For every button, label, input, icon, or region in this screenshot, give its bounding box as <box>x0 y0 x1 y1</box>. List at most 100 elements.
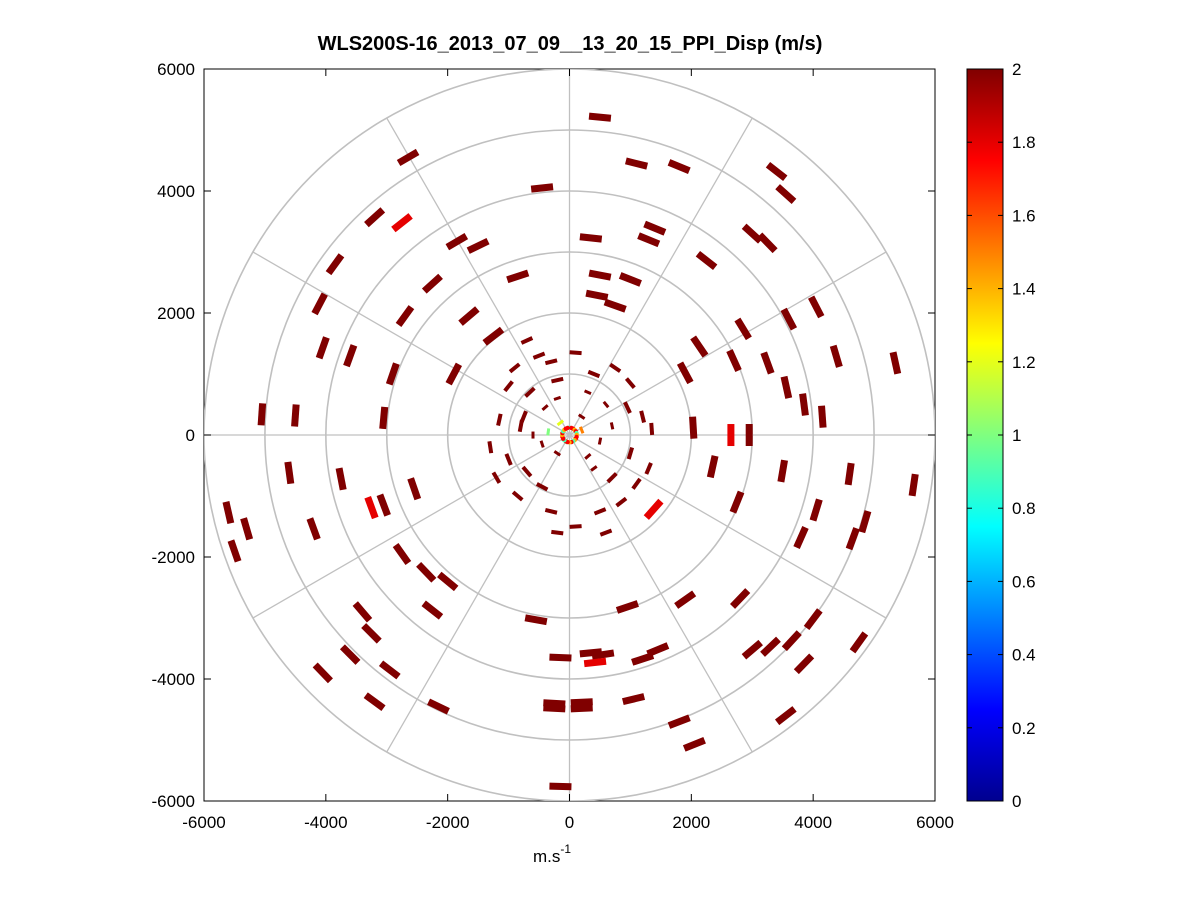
grid-spoke <box>252 251 570 436</box>
data-point <box>682 736 706 752</box>
data-point <box>291 404 300 427</box>
data-point <box>809 498 823 522</box>
data-point <box>845 527 860 551</box>
y-tick-label: 0 <box>186 426 195 445</box>
data-point <box>396 148 420 167</box>
data-point <box>531 431 535 439</box>
data-point <box>774 706 797 726</box>
data-point <box>503 380 514 393</box>
data-point <box>427 698 450 715</box>
data-point <box>625 157 649 170</box>
data-point <box>908 473 919 497</box>
data-point <box>757 232 778 254</box>
data-point <box>760 636 781 657</box>
data-point <box>511 490 524 502</box>
data-point <box>504 453 513 466</box>
data-point <box>363 692 386 711</box>
grid-spoke <box>252 434 570 619</box>
data-point <box>578 426 585 434</box>
x-tick-label: 4000 <box>794 813 832 832</box>
data-point <box>643 498 664 520</box>
x-tick-label: 6000 <box>916 813 954 832</box>
x-axis-label: m.s-1 <box>533 842 571 866</box>
data-point <box>541 404 549 411</box>
data-point <box>745 424 753 447</box>
data-point <box>553 395 562 401</box>
data-point <box>539 440 545 448</box>
data-point <box>599 528 613 537</box>
data-point <box>706 455 719 479</box>
data-point <box>227 539 242 563</box>
colorbar-tick-label: 0.4 <box>1012 646 1036 665</box>
data-point <box>445 233 469 251</box>
grid-spoke <box>569 434 887 619</box>
data-point <box>609 362 622 373</box>
data-point <box>565 425 570 431</box>
data-point <box>618 272 642 287</box>
data-point <box>508 362 521 374</box>
data-point <box>631 652 655 666</box>
data-point <box>615 496 628 508</box>
data-point <box>649 422 655 436</box>
data-point <box>524 614 548 626</box>
data-point <box>546 428 551 436</box>
data-point <box>591 649 615 660</box>
data-point <box>579 233 603 243</box>
data-point <box>643 220 667 236</box>
data-point <box>889 351 902 375</box>
data-point <box>335 467 347 491</box>
data-points <box>222 112 919 791</box>
x-tick-label: -2000 <box>426 813 469 832</box>
data-point <box>587 369 601 379</box>
data-point <box>760 351 775 375</box>
data-point <box>849 631 869 654</box>
data-point <box>727 424 735 447</box>
data-point <box>631 477 642 490</box>
data-point <box>378 660 401 680</box>
data-point <box>818 405 827 428</box>
data-point <box>690 335 709 358</box>
y-tick-label: 2000 <box>157 304 195 323</box>
data-point <box>491 471 502 484</box>
data-point <box>588 269 612 281</box>
data-point <box>416 561 437 583</box>
data-point <box>361 623 382 644</box>
data-point <box>315 336 330 360</box>
colorbar-tick-label: 0 <box>1012 792 1021 811</box>
data-point <box>549 653 572 662</box>
colorbar-tick-label: 0.8 <box>1012 499 1036 518</box>
data-point <box>793 653 815 675</box>
plot-area: -6000 -4000 -2000 0 2000 4000 6000 6000 4000 200… <box>152 60 954 832</box>
data-point <box>615 600 639 614</box>
data-point <box>343 344 358 368</box>
data-point <box>741 639 763 660</box>
data-point <box>602 400 610 409</box>
data-point <box>445 362 463 386</box>
y-tick-label: -6000 <box>152 792 195 811</box>
data-point <box>569 350 582 356</box>
data-point <box>626 446 635 460</box>
data-point <box>240 517 254 541</box>
data-point <box>519 410 528 424</box>
data-point <box>312 662 333 684</box>
data-point <box>793 526 809 549</box>
y-tick-label: 6000 <box>157 60 195 79</box>
data-point <box>593 507 607 516</box>
data-point <box>570 698 593 707</box>
grid-spoke <box>568 117 753 436</box>
data-point <box>487 440 494 454</box>
data-point <box>549 782 572 791</box>
x-axis-label-base: m.s <box>533 847 560 866</box>
colorbar: 2 1.8 1.6 1.4 1.2 1 0.8 0.6 0.4 0.2 0 <box>966 60 1036 811</box>
x-tick-label: -4000 <box>304 813 347 832</box>
data-point <box>391 213 413 233</box>
x-axis-label-superscript: -1 <box>560 842 571 856</box>
y-tick-label: 4000 <box>157 182 195 201</box>
data-point <box>844 462 855 486</box>
data-point <box>808 295 825 319</box>
data-point <box>284 461 295 485</box>
data-point <box>506 269 530 284</box>
data-point <box>257 403 267 426</box>
data-point <box>765 161 788 182</box>
